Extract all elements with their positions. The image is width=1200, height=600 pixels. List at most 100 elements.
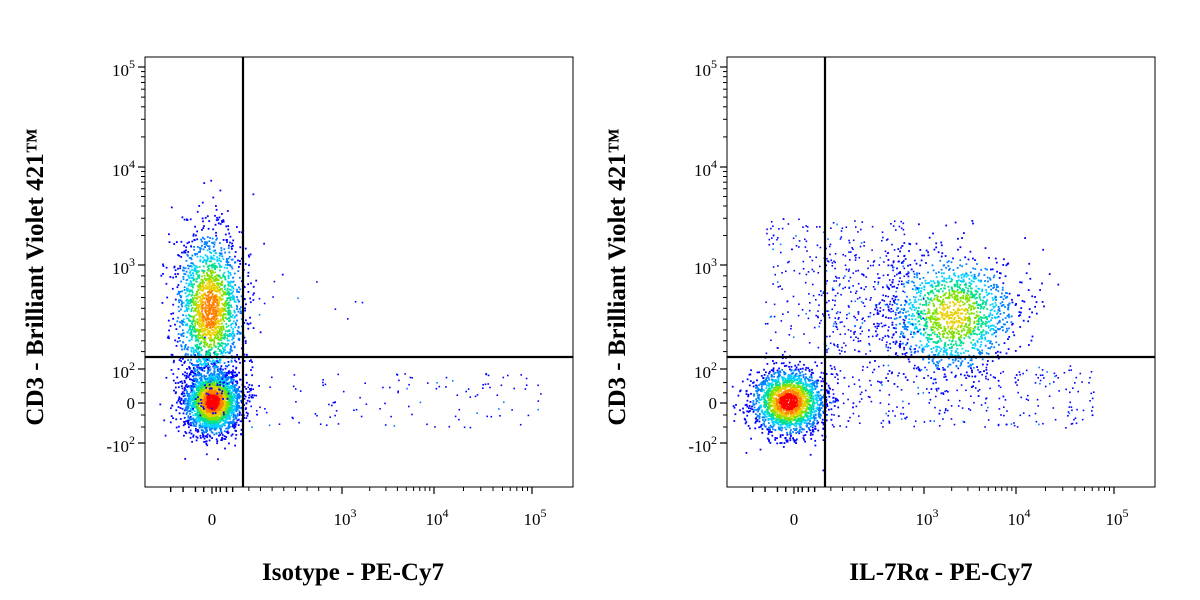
event-dot — [251, 394, 254, 396]
event-dot — [201, 280, 204, 283]
event-dot — [191, 379, 194, 382]
event-dot — [194, 322, 196, 325]
event-dot — [214, 306, 216, 309]
event-dot — [474, 395, 477, 398]
event-dot — [230, 399, 233, 401]
event-dot — [221, 213, 223, 215]
event-dot — [182, 323, 184, 326]
event-dot — [776, 416, 778, 418]
event-dot — [201, 400, 204, 402]
event-dot — [220, 307, 223, 310]
event-dot — [209, 419, 212, 422]
event-dot — [206, 307, 208, 310]
event-dot — [225, 421, 228, 424]
event-dot — [228, 309, 230, 312]
event-dot — [183, 218, 186, 221]
event-dot — [463, 426, 466, 429]
event-dot — [216, 290, 218, 293]
event-dot — [226, 318, 229, 320]
event-dot — [829, 387, 832, 390]
event-dot — [195, 374, 197, 377]
event-dot — [230, 378, 233, 381]
event-dot — [803, 392, 806, 395]
event-dot — [201, 285, 203, 288]
event-dot — [239, 333, 241, 335]
event-dot — [185, 413, 188, 415]
event-dot — [191, 315, 194, 318]
event-dot — [232, 376, 235, 379]
event-dot — [240, 347, 243, 350]
event-dot — [198, 324, 201, 327]
event-dot — [186, 324, 188, 327]
event-dot — [214, 267, 216, 269]
event-dot — [228, 272, 231, 275]
event-dot — [183, 421, 186, 423]
event-dot — [235, 304, 238, 307]
event-dot — [793, 441, 796, 443]
event-dot — [499, 415, 501, 417]
event-dot — [197, 406, 200, 409]
event-dot — [216, 317, 219, 320]
event-dot — [219, 315, 222, 317]
event-dot — [191, 326, 194, 329]
event-dot — [198, 306, 201, 308]
event-dot — [226, 404, 229, 407]
event-dot — [245, 388, 248, 390]
event-dot — [217, 398, 219, 401]
event-dot — [207, 316, 210, 319]
event-dot — [188, 426, 190, 429]
event-dot — [224, 399, 226, 402]
event-dot — [202, 324, 205, 327]
event-dot — [226, 376, 229, 379]
event-dot — [171, 354, 174, 356]
event-dot — [189, 415, 192, 418]
event-dot — [218, 404, 221, 406]
event-dot — [223, 337, 226, 340]
event-dot — [212, 264, 215, 267]
event-dot — [207, 337, 210, 339]
event-dot — [196, 412, 199, 414]
event-dot — [215, 420, 218, 423]
event-dot — [484, 383, 487, 386]
plot-panel-1 — [138, 56, 574, 494]
event-dot — [180, 385, 183, 387]
event-dot — [219, 223, 222, 225]
event-dot — [223, 379, 226, 381]
event-dot — [224, 407, 227, 410]
event-dot — [216, 421, 219, 424]
event-dot — [216, 382, 219, 385]
event-dot — [222, 220, 225, 223]
event-dot — [188, 366, 190, 368]
event-dot — [183, 434, 185, 437]
event-dot — [231, 411, 234, 414]
event-dot — [250, 359, 252, 361]
event-dot — [213, 363, 216, 366]
event-dot — [230, 296, 233, 299]
event-dot — [359, 396, 361, 399]
event-dot — [208, 385, 211, 388]
event-dot — [273, 280, 276, 283]
event-dot — [192, 435, 195, 438]
event-dot — [233, 427, 236, 429]
event-dot — [169, 421, 172, 424]
x-tick-label: 0 — [208, 510, 217, 529]
event-dot — [210, 271, 212, 274]
event-dot — [194, 392, 197, 395]
event-dot — [216, 288, 219, 290]
event-dot — [794, 429, 796, 431]
event-dot — [222, 347, 224, 350]
event-dot — [215, 208, 218, 211]
event-dot — [188, 319, 191, 322]
event-dot — [236, 226, 238, 228]
event-dot — [223, 376, 226, 379]
event-dot — [183, 374, 186, 377]
event-dot — [191, 421, 194, 424]
event-dot — [294, 388, 297, 390]
event-dot — [215, 414, 218, 417]
event-dot — [197, 334, 199, 336]
event-dot — [234, 406, 237, 408]
event-dot — [208, 439, 211, 442]
event-dot — [184, 394, 186, 397]
event-dot — [214, 290, 217, 292]
event-dot — [211, 326, 214, 329]
